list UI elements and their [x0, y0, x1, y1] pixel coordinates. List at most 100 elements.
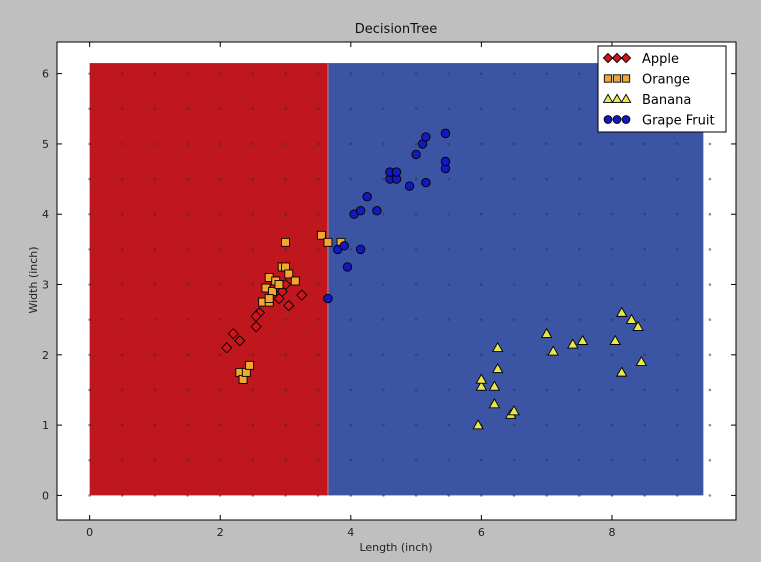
legend-label-banana: Banana — [642, 93, 691, 108]
grid-dot — [512, 458, 516, 462]
y-tick-label: 5 — [42, 138, 49, 151]
grid-dot — [186, 423, 189, 427]
grid-dot — [120, 458, 124, 462]
y-axis-label: Width (inch) — [27, 246, 40, 313]
grid-dot — [218, 177, 222, 181]
grid-dot — [251, 423, 255, 427]
grid-dot — [186, 494, 189, 497]
grid-dot — [545, 318, 548, 321]
banana-point — [491, 362, 504, 374]
grid-dot — [610, 318, 614, 321]
banana-point — [576, 334, 589, 345]
grid-dot — [186, 212, 189, 216]
banana-point — [475, 380, 488, 391]
grid-dot — [251, 72, 255, 75]
grid-dot — [675, 318, 679, 321]
x-axis-ticks: 0 2 4 6 8 — [86, 42, 615, 539]
grape-fruit-point — [440, 128, 451, 139]
grid-dot — [414, 142, 418, 146]
grid-dot — [382, 212, 385, 216]
grid-dot — [480, 353, 483, 357]
grid-dot — [675, 177, 679, 181]
apple-point — [296, 289, 308, 301]
grid-dot — [512, 494, 516, 497]
grid-dot — [349, 72, 353, 75]
grid-dot — [382, 177, 385, 181]
grid-dot — [610, 353, 614, 357]
grid-dot — [708, 458, 712, 462]
grape-fruit-point — [339, 241, 349, 251]
grid-dot — [120, 107, 124, 111]
grid-dot — [120, 318, 124, 321]
grid-dot — [578, 388, 581, 392]
plot-frame — [56, 41, 737, 521]
grid-dot — [578, 107, 581, 111]
grid-dot — [153, 458, 157, 462]
apple-point — [250, 321, 262, 333]
grid-dot — [186, 248, 189, 251]
grid-dot — [414, 318, 418, 321]
grid-dot — [447, 72, 451, 75]
grid-dot — [218, 142, 222, 146]
y-tick-label: 6 — [42, 68, 49, 81]
x-tick-label: 0 — [86, 526, 93, 539]
apple-point — [276, 285, 288, 298]
apple-point — [234, 335, 246, 347]
grid-dot — [512, 177, 516, 181]
legend: Apple Orange Banana Grape Fruit — [597, 45, 727, 133]
grid-dot — [153, 212, 157, 216]
grid-dot — [545, 212, 548, 216]
grid-dot — [643, 177, 646, 181]
grid-dot — [480, 142, 483, 146]
legend-label-apple: Apple — [642, 52, 679, 67]
grid-dot — [578, 353, 581, 357]
grid-dot — [251, 212, 255, 216]
grid-dot — [578, 177, 581, 181]
grid-dot — [545, 283, 548, 286]
banana-point — [615, 366, 628, 377]
banana-point — [625, 313, 638, 324]
grid-dot — [578, 283, 581, 286]
grid-dot — [643, 494, 646, 497]
grid-dot — [153, 142, 157, 146]
banana-point — [632, 320, 644, 331]
grape-fruit-point — [372, 206, 382, 216]
grape-fruit-point — [411, 149, 421, 160]
grid-dot — [218, 353, 222, 357]
grid-dot — [349, 388, 353, 392]
grid-dot — [153, 494, 157, 497]
grid-dot — [120, 388, 124, 392]
grid-dot — [316, 107, 320, 111]
grid-dot — [120, 142, 124, 146]
grid-dot — [708, 283, 712, 286]
grid-dot — [88, 107, 91, 111]
grid-dot — [447, 283, 451, 286]
grid-dot — [545, 248, 548, 251]
orange-point — [290, 276, 300, 286]
grid-dot — [382, 248, 385, 251]
grid-dot — [643, 248, 646, 251]
grid-dot — [349, 353, 353, 357]
grid-dot — [480, 72, 483, 75]
banana-point — [615, 306, 628, 317]
grid-dot — [708, 212, 712, 216]
grid-dot — [414, 177, 418, 181]
orange-point — [245, 360, 255, 370]
grid-dot — [382, 72, 385, 75]
grid-dot — [480, 318, 483, 321]
legend-marker-grape-fruit — [621, 115, 631, 124]
grid-dot — [414, 494, 418, 497]
grid-dot — [447, 177, 451, 181]
grid-dot — [120, 248, 124, 251]
grid-dot — [186, 177, 189, 181]
grid-dot — [447, 423, 451, 427]
grid-dot — [153, 388, 157, 392]
grid-dot — [349, 283, 353, 286]
x-tick-label: 2 — [217, 526, 224, 539]
grid-dot — [512, 107, 516, 111]
grid-dot — [512, 72, 516, 75]
grid-dot — [512, 283, 516, 286]
grid-dot — [251, 388, 255, 392]
grid-dot — [349, 318, 353, 321]
